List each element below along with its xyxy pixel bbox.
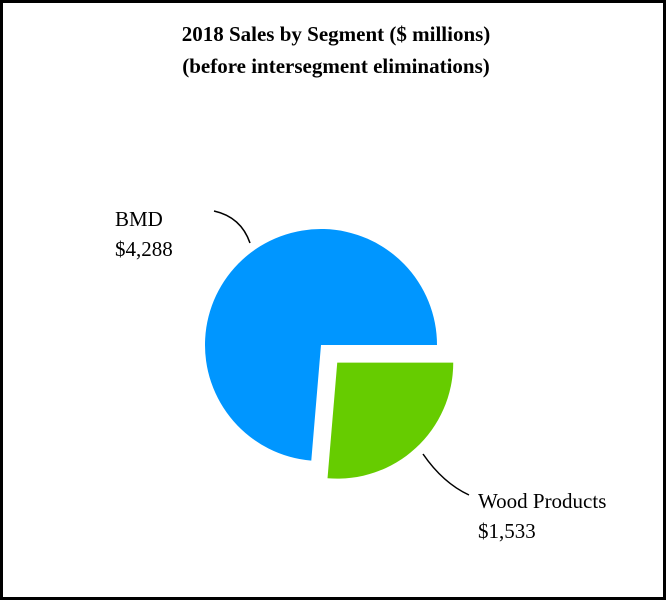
slice-label-wood-products-value: $1,533: [478, 519, 536, 543]
leader-line-wood-products: [422, 453, 470, 496]
leader-line-bmd: [213, 210, 251, 244]
chart-subtitle: (before intersegment eliminations): [182, 54, 490, 78]
slice-label-wood-products-name: Wood Products: [478, 489, 606, 513]
chart-title: 2018 Sales by Segment ($ millions): [181, 22, 491, 46]
slice-label-bmd-value: $4,288: [115, 237, 173, 261]
slice-bmd: [205, 229, 437, 461]
pie-chart: BMD $4,288 Wood Products $1,533: [115, 207, 606, 543]
slice-label-bmd-name: BMD: [115, 207, 163, 231]
slice-wood-products: [327, 362, 454, 479]
